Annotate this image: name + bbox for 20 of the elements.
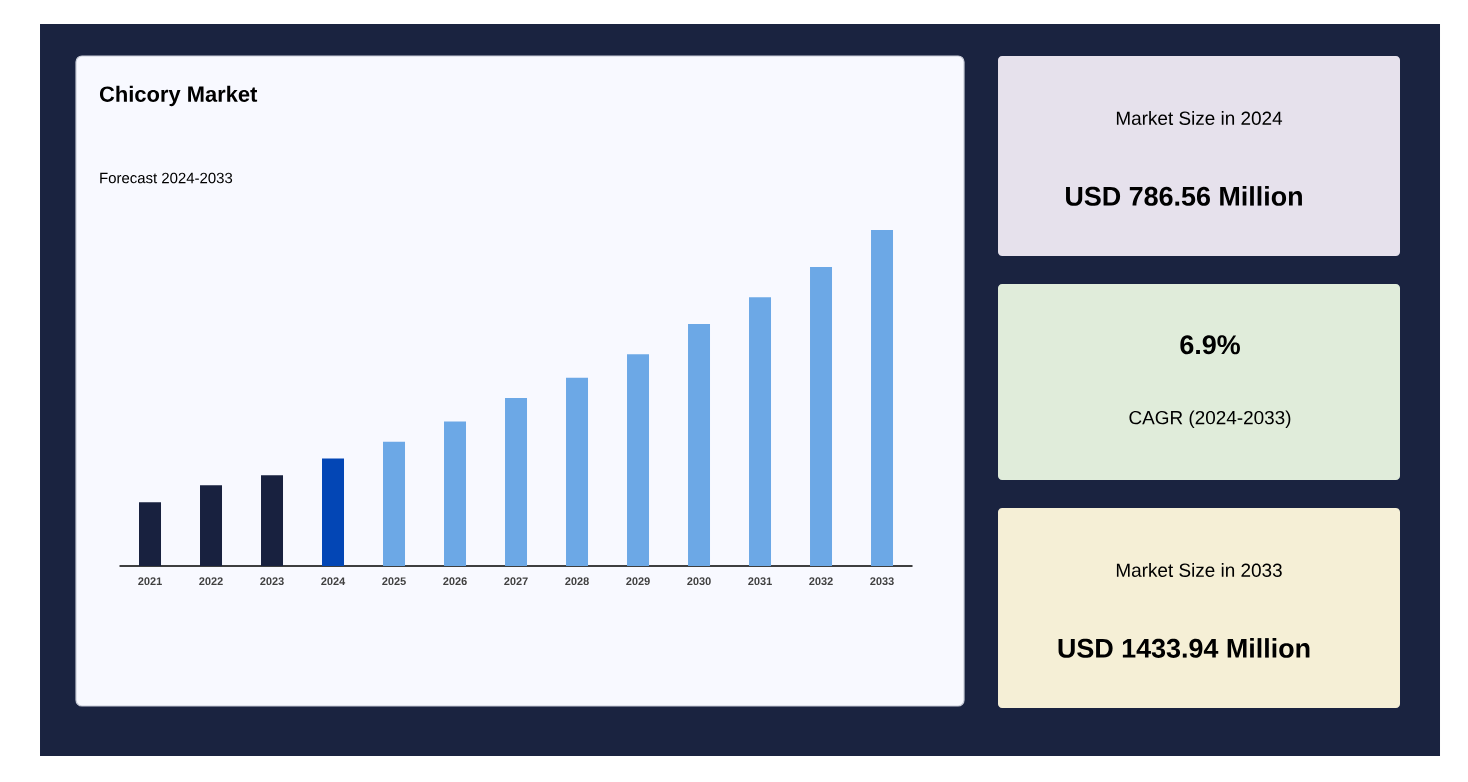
- bar: [322, 458, 345, 566]
- bar: [200, 485, 223, 566]
- chart-title: Chicory Market: [99, 85, 258, 107]
- bar: [810, 266, 833, 566]
- bar: [505, 398, 528, 566]
- text: 6.9%: [1180, 335, 1240, 355]
- bar: [566, 377, 589, 566]
- text: USD 786.56 Million: [1066, 186, 1302, 206]
- bar: [871, 229, 894, 566]
- bar: [383, 441, 406, 566]
- text: Market Size in 2033: [1116, 563, 1282, 577]
- text: CAGR (2024-2033): [1129, 410, 1291, 429]
- bar: [749, 297, 772, 566]
- bar: [261, 475, 284, 566]
- text: Market Size in 2024: [1116, 111, 1283, 125]
- bar: [627, 354, 650, 566]
- bar: [444, 421, 467, 566]
- text: USD 1433.94 Million: [1058, 638, 1310, 658]
- bar: [688, 324, 711, 566]
- bar: [139, 502, 162, 566]
